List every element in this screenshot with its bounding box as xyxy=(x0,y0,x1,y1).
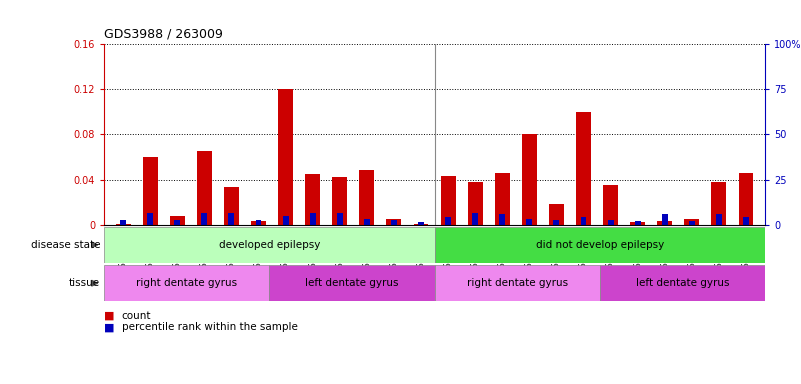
Text: right dentate gyrus: right dentate gyrus xyxy=(467,278,568,288)
Bar xyxy=(689,221,694,225)
Bar xyxy=(581,217,586,225)
Bar xyxy=(251,221,266,225)
Text: left dentate gyrus: left dentate gyrus xyxy=(305,278,399,288)
Text: disease state: disease state xyxy=(30,240,100,250)
Text: GDS3988 / 263009: GDS3988 / 263009 xyxy=(104,27,223,40)
Bar xyxy=(120,220,126,225)
Bar xyxy=(522,134,537,225)
Bar xyxy=(224,187,239,225)
Bar xyxy=(743,217,749,225)
Text: left dentate gyrus: left dentate gyrus xyxy=(636,278,729,288)
Bar xyxy=(147,214,153,225)
Bar xyxy=(716,215,722,225)
Bar xyxy=(603,185,618,225)
Bar xyxy=(499,215,505,225)
Bar xyxy=(413,223,429,225)
Text: percentile rank within the sample: percentile rank within the sample xyxy=(122,322,298,332)
Text: right dentate gyrus: right dentate gyrus xyxy=(136,278,237,288)
Bar xyxy=(360,170,374,225)
Bar xyxy=(434,265,600,301)
Bar xyxy=(711,182,727,225)
Bar xyxy=(634,221,641,225)
Bar xyxy=(283,216,288,225)
Bar xyxy=(201,214,207,225)
Text: ■: ■ xyxy=(104,311,115,321)
Bar xyxy=(662,215,668,225)
Bar xyxy=(115,223,131,225)
Bar xyxy=(104,227,434,263)
Bar xyxy=(104,265,269,301)
Bar xyxy=(495,173,509,225)
Bar xyxy=(278,89,293,225)
Bar xyxy=(305,174,320,225)
Bar xyxy=(445,217,451,225)
Bar xyxy=(608,220,614,225)
Bar xyxy=(364,219,370,225)
Bar xyxy=(391,220,397,225)
Bar xyxy=(441,176,456,225)
Bar xyxy=(553,220,559,225)
Bar xyxy=(256,220,261,225)
Bar xyxy=(310,214,316,225)
Bar xyxy=(170,216,185,225)
Bar xyxy=(434,227,765,263)
Bar xyxy=(526,219,533,225)
Bar xyxy=(228,214,235,225)
Bar xyxy=(418,222,424,225)
Bar xyxy=(576,112,591,225)
Text: ■: ■ xyxy=(104,322,115,332)
Bar xyxy=(197,151,211,225)
Bar xyxy=(386,219,401,225)
Bar xyxy=(468,182,483,225)
Text: did not develop epilepsy: did not develop epilepsy xyxy=(536,240,664,250)
Bar xyxy=(600,265,765,301)
Bar xyxy=(684,219,699,225)
Text: count: count xyxy=(122,311,151,321)
Bar xyxy=(549,204,564,225)
Text: developed epilepsy: developed epilepsy xyxy=(219,240,320,250)
Bar xyxy=(336,214,343,225)
Bar xyxy=(658,221,672,225)
Text: tissue: tissue xyxy=(69,278,100,288)
Bar xyxy=(175,220,180,225)
Bar xyxy=(739,173,754,225)
Bar xyxy=(630,222,645,225)
Bar xyxy=(332,177,347,225)
Bar xyxy=(472,214,478,225)
Bar xyxy=(269,265,434,301)
Bar xyxy=(143,157,158,225)
